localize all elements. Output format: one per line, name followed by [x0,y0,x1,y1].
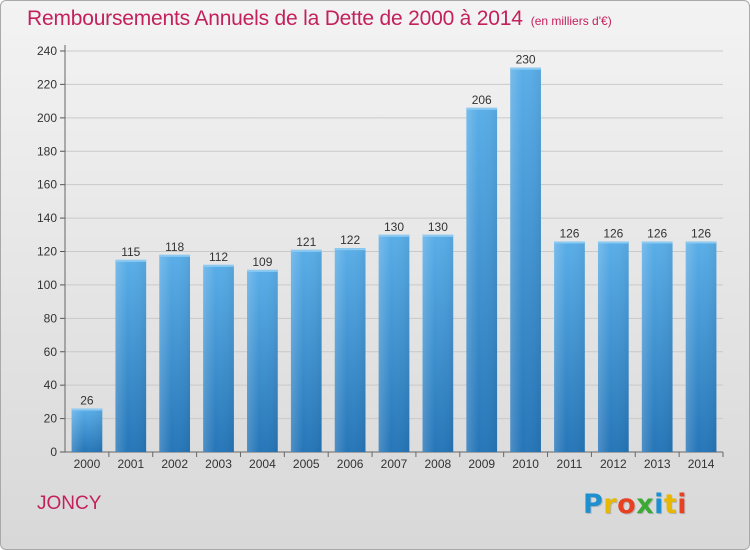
logo-letter: t [663,489,678,520]
y-tick-label: 120 [37,245,57,259]
x-tick-label-2014: 2014 [688,457,715,471]
data-label-2000: 26 [80,394,94,408]
bar-shine-2008 [422,234,454,452]
y-tick-label: 160 [37,178,57,192]
data-label-2014: 126 [691,226,711,240]
y-tick-label: 240 [37,44,57,58]
bar-cap-2009 [466,107,498,110]
bar-shine-2001 [115,259,147,452]
bar-shine-2009 [466,107,498,452]
bar-shine-2014 [685,241,717,452]
y-tick-label: 20 [44,412,58,426]
bar-shine-2006 [334,248,366,452]
y-tick-label: 100 [37,278,57,292]
data-label-2010: 230 [516,53,536,67]
bar-cap-2007 [378,234,410,237]
data-label-2001: 115 [121,245,140,259]
bar-shine-2010 [510,67,541,452]
data-label-2002: 118 [165,240,184,254]
bar-shine-2011 [554,241,585,452]
bar-cap-2013 [641,241,673,244]
logo-letter: x [636,489,655,520]
bars [71,67,717,452]
x-tick-label-2009: 2009 [468,457,495,471]
data-label-2011: 126 [559,226,579,240]
x-tick-label-2005: 2005 [293,457,320,471]
y-tick-label: 180 [37,144,57,158]
bar-cap-2012 [597,241,629,244]
bar-cap-2008 [422,234,454,237]
x-tick-label-2001: 2001 [117,457,144,471]
data-label-2007: 130 [384,220,404,234]
data-label-2005: 121 [296,235,316,249]
bar-cap-2000 [71,408,103,411]
logo-letter: i [677,489,688,520]
x-tick-label-2008: 2008 [425,457,452,471]
bar-cap-2001 [115,259,147,262]
bar-shine-2005 [290,249,322,452]
y-tick-label: 220 [37,77,57,91]
data-label-2004: 109 [252,255,272,269]
data-labels: 26 115 118 112 109 121 122 130 130 206 230 126 126 12… [80,53,711,408]
bar-cap-2005 [290,249,322,252]
data-label-2009: 206 [472,93,492,107]
x-tick-label-2003: 2003 [205,457,232,471]
x-tick-label-2002: 2002 [161,457,188,471]
bar-shine-2004 [247,269,278,452]
chart-title-unit: (en milliers d'€) [530,14,612,28]
logo-letter: r [603,489,618,520]
y-tick-label: 40 [44,378,58,392]
data-label-2013: 126 [647,226,667,240]
bar-cap-2003 [203,264,234,267]
bar-cap-2011 [554,241,585,244]
commune-name: JONCY [37,493,102,514]
x-tick-label-2012: 2012 [600,457,627,471]
x-tick-label-2004: 2004 [249,457,276,471]
proxiti-logo: Proxiti [583,489,687,520]
bar-shine-2000 [71,408,103,452]
x-tick-label-2013: 2013 [644,457,671,471]
logo-letter: P [583,489,604,520]
data-label-2003: 112 [209,250,228,264]
data-label-2006: 122 [340,233,360,247]
bar-shine-2007 [378,234,410,452]
chart-title-main: Remboursements Annuels de la Dette de 20… [27,7,523,30]
logo-letter: i [654,489,664,520]
y-tick-label: 60 [44,345,58,359]
bar-cap-2010 [510,67,541,70]
y-tick-label: 200 [37,111,57,125]
bar-cap-2004 [247,269,278,272]
y-tick-label: 80 [44,311,58,325]
logo-letter: o [617,489,637,520]
x-tick-label-2000: 2000 [74,457,101,471]
y-tick-label: 0 [50,445,57,459]
bar-cap-2014 [685,241,717,244]
bar-shine-2012 [597,241,629,452]
bar-cap-2002 [159,254,191,257]
y-tick-label: 140 [37,211,57,225]
data-label-2008: 130 [428,220,448,234]
bar-shine-2002 [159,254,191,452]
bar-shine-2013 [641,241,673,452]
x-tick-label-2011: 2011 [557,457,583,471]
data-label-2012: 126 [603,226,623,240]
x-tick-label-2006: 2006 [337,457,364,471]
x-tick-label-2007: 2007 [381,457,408,471]
x-tick-label-2010: 2010 [512,457,539,471]
chart-title: Remboursements Annuels de la Dette de 20… [27,7,612,31]
bar-cap-2006 [334,248,366,251]
bar-shine-2003 [203,264,234,452]
